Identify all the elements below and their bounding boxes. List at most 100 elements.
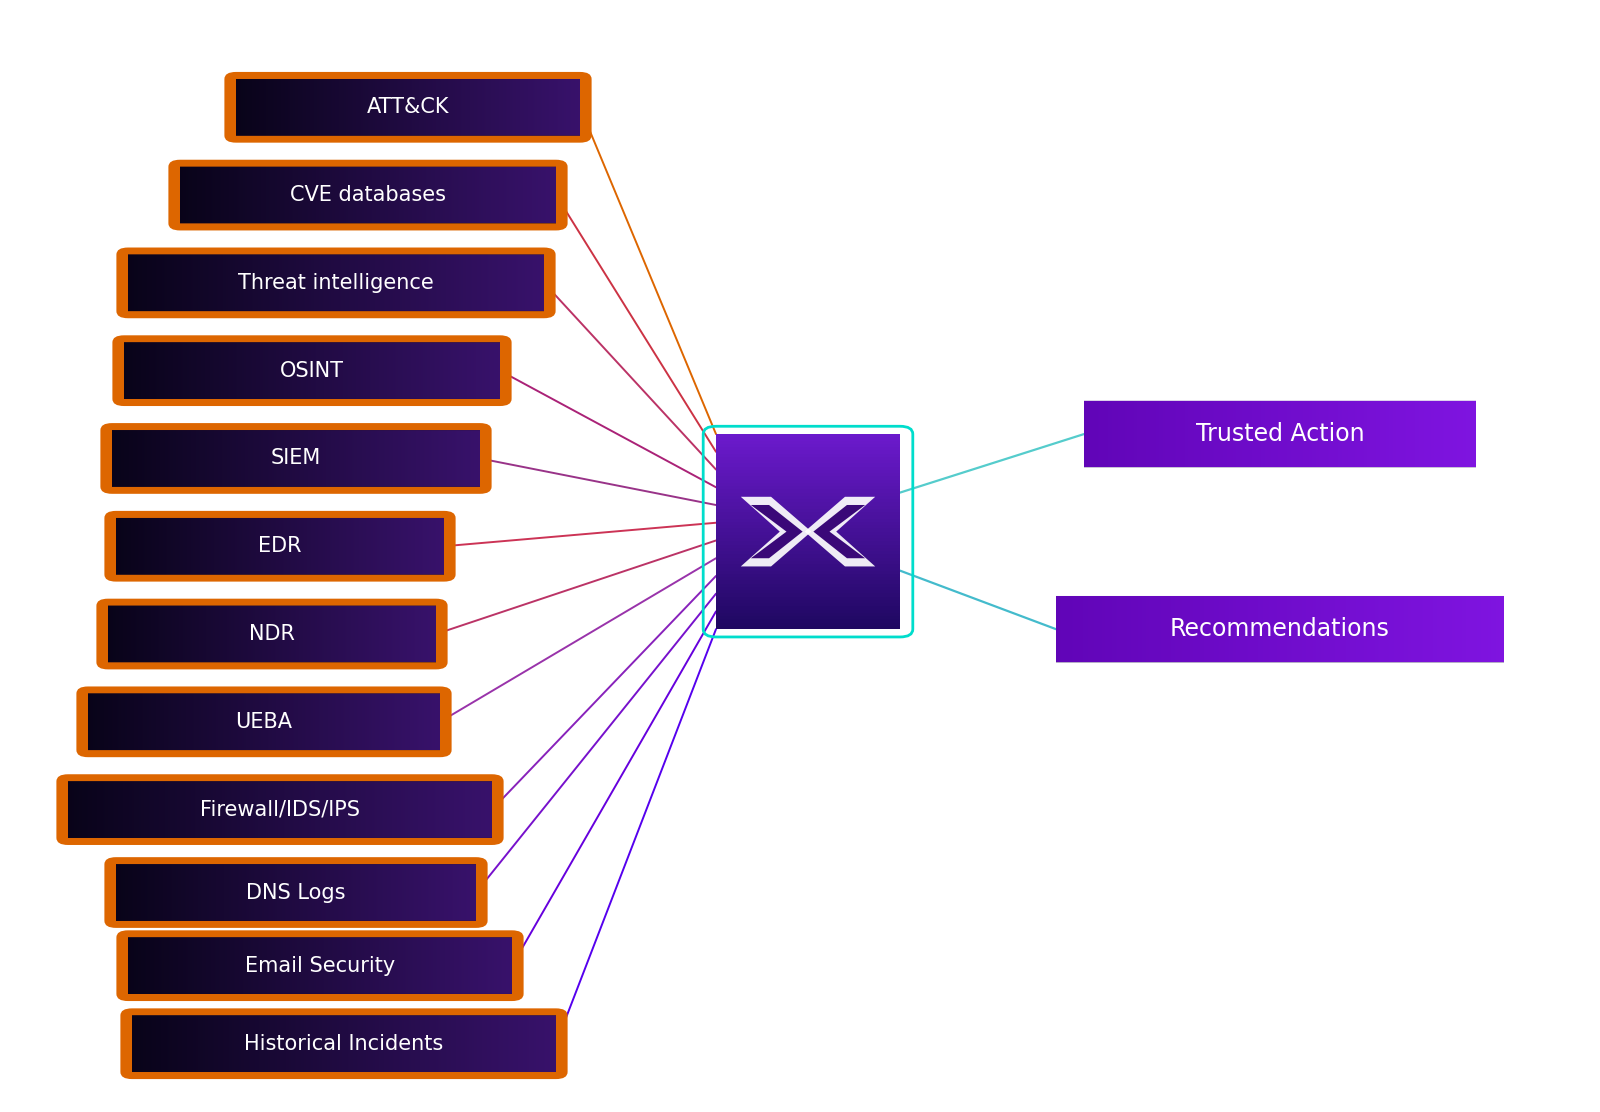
FancyBboxPatch shape: [117, 248, 555, 318]
FancyBboxPatch shape: [717, 440, 899, 444]
FancyBboxPatch shape: [717, 609, 899, 613]
FancyBboxPatch shape: [717, 616, 899, 619]
FancyBboxPatch shape: [67, 782, 493, 838]
FancyBboxPatch shape: [125, 342, 499, 399]
FancyBboxPatch shape: [717, 564, 899, 567]
FancyBboxPatch shape: [717, 603, 899, 606]
FancyBboxPatch shape: [101, 423, 491, 494]
FancyBboxPatch shape: [717, 473, 899, 476]
FancyBboxPatch shape: [717, 555, 899, 557]
Text: Historical Incidents: Historical Incidents: [245, 1034, 443, 1054]
FancyBboxPatch shape: [181, 167, 557, 224]
Text: ATT&CK: ATT&CK: [366, 97, 450, 117]
FancyBboxPatch shape: [717, 515, 899, 518]
FancyBboxPatch shape: [717, 574, 899, 577]
FancyBboxPatch shape: [117, 931, 523, 1001]
FancyBboxPatch shape: [717, 486, 899, 489]
FancyBboxPatch shape: [717, 506, 899, 509]
FancyBboxPatch shape: [717, 599, 899, 603]
FancyBboxPatch shape: [56, 774, 504, 845]
FancyBboxPatch shape: [717, 464, 899, 467]
Text: DNS Logs: DNS Logs: [246, 883, 346, 903]
Polygon shape: [741, 497, 811, 566]
FancyBboxPatch shape: [717, 437, 899, 440]
FancyBboxPatch shape: [717, 532, 899, 535]
Text: Email Security: Email Security: [245, 955, 395, 975]
FancyBboxPatch shape: [717, 535, 899, 538]
Text: NDR: NDR: [250, 624, 294, 644]
FancyBboxPatch shape: [131, 1015, 557, 1072]
FancyBboxPatch shape: [237, 79, 581, 136]
FancyBboxPatch shape: [717, 613, 899, 616]
Text: UEBA: UEBA: [235, 712, 293, 732]
FancyBboxPatch shape: [96, 598, 448, 669]
FancyBboxPatch shape: [717, 509, 899, 513]
FancyBboxPatch shape: [717, 479, 899, 483]
FancyBboxPatch shape: [224, 72, 592, 142]
FancyBboxPatch shape: [1056, 596, 1504, 663]
FancyBboxPatch shape: [717, 590, 899, 594]
FancyBboxPatch shape: [717, 457, 899, 460]
FancyBboxPatch shape: [717, 538, 899, 542]
FancyBboxPatch shape: [717, 548, 899, 552]
FancyBboxPatch shape: [717, 450, 899, 454]
FancyBboxPatch shape: [717, 447, 899, 450]
FancyBboxPatch shape: [1085, 401, 1475, 467]
FancyBboxPatch shape: [168, 160, 568, 230]
FancyBboxPatch shape: [717, 476, 899, 479]
FancyBboxPatch shape: [717, 567, 899, 570]
FancyBboxPatch shape: [717, 493, 899, 496]
Polygon shape: [805, 497, 875, 566]
FancyBboxPatch shape: [717, 467, 899, 470]
FancyBboxPatch shape: [128, 937, 512, 994]
Text: Trusted Action: Trusted Action: [1195, 423, 1365, 446]
FancyBboxPatch shape: [128, 255, 544, 311]
FancyBboxPatch shape: [717, 560, 899, 564]
FancyBboxPatch shape: [104, 857, 488, 927]
Text: EDR: EDR: [258, 536, 302, 556]
Text: CVE databases: CVE databases: [290, 185, 446, 205]
FancyBboxPatch shape: [717, 434, 899, 437]
FancyBboxPatch shape: [109, 606, 435, 663]
FancyBboxPatch shape: [717, 606, 899, 609]
FancyBboxPatch shape: [717, 454, 899, 457]
FancyBboxPatch shape: [717, 444, 899, 447]
FancyBboxPatch shape: [112, 430, 480, 487]
FancyBboxPatch shape: [717, 496, 899, 499]
FancyBboxPatch shape: [104, 510, 456, 582]
FancyBboxPatch shape: [717, 557, 899, 560]
FancyBboxPatch shape: [717, 597, 899, 599]
Polygon shape: [813, 505, 866, 558]
FancyBboxPatch shape: [717, 489, 899, 493]
FancyBboxPatch shape: [717, 525, 899, 528]
FancyBboxPatch shape: [120, 1009, 568, 1079]
Text: SIEM: SIEM: [270, 448, 322, 468]
FancyBboxPatch shape: [717, 623, 899, 626]
FancyBboxPatch shape: [717, 522, 899, 525]
FancyBboxPatch shape: [115, 518, 443, 575]
FancyBboxPatch shape: [717, 528, 899, 532]
FancyBboxPatch shape: [717, 545, 899, 548]
FancyBboxPatch shape: [717, 503, 899, 506]
FancyBboxPatch shape: [717, 542, 899, 545]
FancyBboxPatch shape: [77, 686, 451, 757]
FancyBboxPatch shape: [717, 518, 899, 522]
Text: Recommendations: Recommendations: [1170, 617, 1390, 642]
FancyBboxPatch shape: [717, 470, 899, 473]
FancyBboxPatch shape: [717, 513, 899, 515]
FancyBboxPatch shape: [115, 864, 477, 921]
FancyBboxPatch shape: [717, 552, 899, 555]
FancyBboxPatch shape: [717, 460, 899, 464]
FancyBboxPatch shape: [717, 594, 899, 597]
FancyBboxPatch shape: [717, 626, 899, 629]
Text: Threat intelligence: Threat intelligence: [238, 272, 434, 292]
FancyBboxPatch shape: [112, 336, 512, 406]
Text: OSINT: OSINT: [280, 360, 344, 380]
FancyBboxPatch shape: [717, 619, 899, 623]
FancyBboxPatch shape: [717, 587, 899, 590]
FancyBboxPatch shape: [717, 584, 899, 587]
Polygon shape: [750, 505, 803, 558]
FancyBboxPatch shape: [717, 570, 899, 574]
FancyBboxPatch shape: [717, 483, 899, 486]
FancyBboxPatch shape: [717, 577, 899, 580]
